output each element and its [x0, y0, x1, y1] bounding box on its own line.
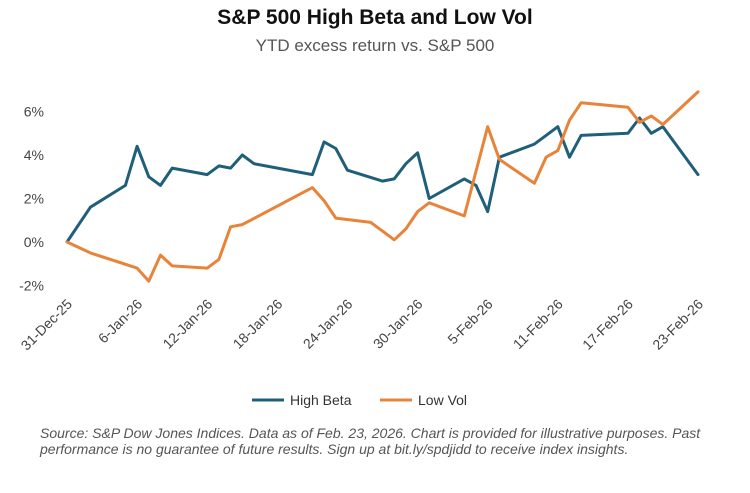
legend-label: Low Vol [418, 392, 467, 408]
series-line-high-beta [65, 116, 700, 244]
x-tick-label: 24-Jan-26 [300, 296, 356, 352]
y-tick-label: 0% [24, 234, 44, 250]
x-tick-label: 30-Jan-26 [370, 296, 426, 352]
x-tick-label: 12-Jan-26 [159, 296, 215, 352]
x-tick-label: 6-Jan-26 [95, 296, 146, 347]
series-line-low-vol [65, 90, 700, 283]
y-tick-label: 2% [24, 191, 44, 207]
x-tick-label: 17-Feb-26 [579, 296, 636, 353]
y-tick-label: 6% [24, 104, 44, 120]
source-note: Source: S&P Dow Jones Indices. Data as o… [40, 425, 701, 457]
legend-label: High Beta [290, 392, 352, 408]
x-tick-label: 5-Feb-26 [444, 296, 496, 348]
chart-subtitle: YTD excess return vs. S&P 500 [255, 36, 495, 55]
x-tick-label: 18-Jan-26 [230, 296, 286, 352]
x-tick-label: 31-Dec-25 [18, 296, 76, 354]
x-tick-label: 23-Feb-26 [649, 296, 706, 353]
chart-title: S&P 500 High Beta and Low Vol [217, 6, 533, 29]
y-tick-label: 4% [24, 147, 44, 163]
x-tick-label: 11-Feb-26 [510, 296, 566, 352]
y-tick-label: -2% [19, 278, 44, 294]
